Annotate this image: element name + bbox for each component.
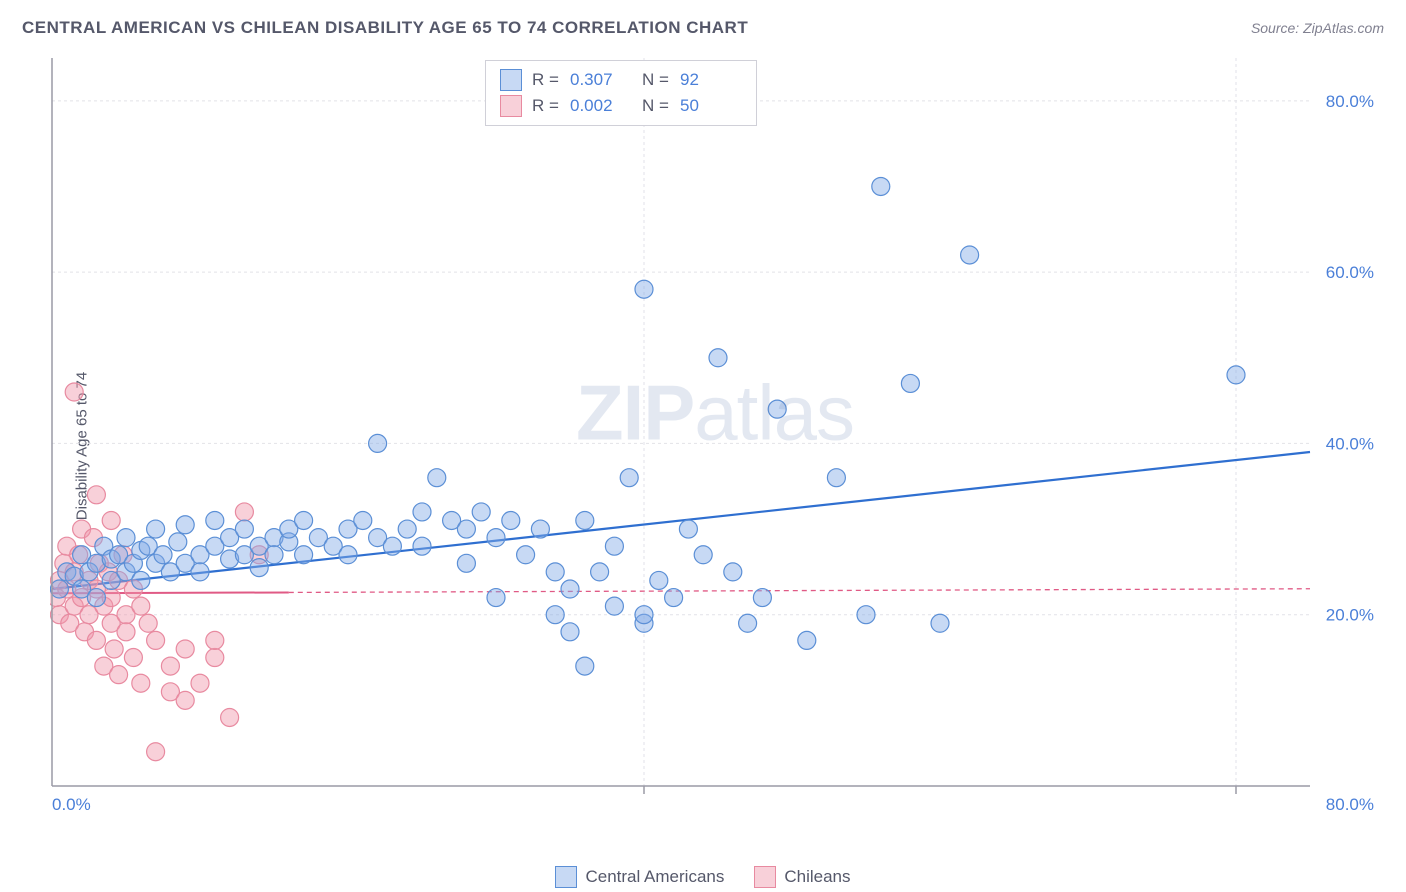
legend-r-label: R = xyxy=(532,70,560,90)
legend-row: R = 0.002 N = 50 xyxy=(500,93,742,119)
svg-text:80.0%: 80.0% xyxy=(1326,795,1374,814)
scatter-chart: 20.0% 40.0% 60.0% 80.0% 0.0% 80.0% xyxy=(50,56,1380,816)
legend-r-value: 0.307 xyxy=(570,70,632,90)
series-legend: Central Americans Chileans xyxy=(0,866,1406,888)
legend-r-value: 0.002 xyxy=(570,96,632,116)
legend-n-value: 92 xyxy=(680,70,742,90)
legend-n-label: N = xyxy=(642,96,670,116)
legend-r-label: R = xyxy=(532,96,560,116)
legend-n-value: 50 xyxy=(680,96,742,116)
legend-row: R = 0.307 N = 92 xyxy=(500,67,742,93)
legend-swatch xyxy=(555,866,577,888)
plot-area: 20.0%40.0%60.0%80.0%0.0%80.0% ZIPatlas R… xyxy=(50,56,1380,816)
correlation-legend: R = 0.307 N = 92 R = 0.002 N = 50 xyxy=(485,60,757,126)
legend-swatch xyxy=(754,866,776,888)
legend-swatch xyxy=(500,69,522,91)
series-name: Central Americans xyxy=(585,867,724,887)
chart-title: CENTRAL AMERICAN VS CHILEAN DISABILITY A… xyxy=(22,18,748,38)
svg-text:80.0%: 80.0% xyxy=(1326,92,1374,111)
series-name: Chileans xyxy=(784,867,850,887)
legend-n-label: N = xyxy=(642,70,670,90)
svg-text:0.0%: 0.0% xyxy=(52,795,91,814)
series-legend-item: Chileans xyxy=(754,866,850,888)
source-label: Source: ZipAtlas.com xyxy=(1251,20,1384,36)
svg-text:60.0%: 60.0% xyxy=(1326,263,1374,282)
svg-text:40.0%: 40.0% xyxy=(1326,434,1374,453)
svg-text:20.0%: 20.0% xyxy=(1326,606,1374,625)
legend-swatch xyxy=(500,95,522,117)
series-legend-item: Central Americans xyxy=(555,866,724,888)
